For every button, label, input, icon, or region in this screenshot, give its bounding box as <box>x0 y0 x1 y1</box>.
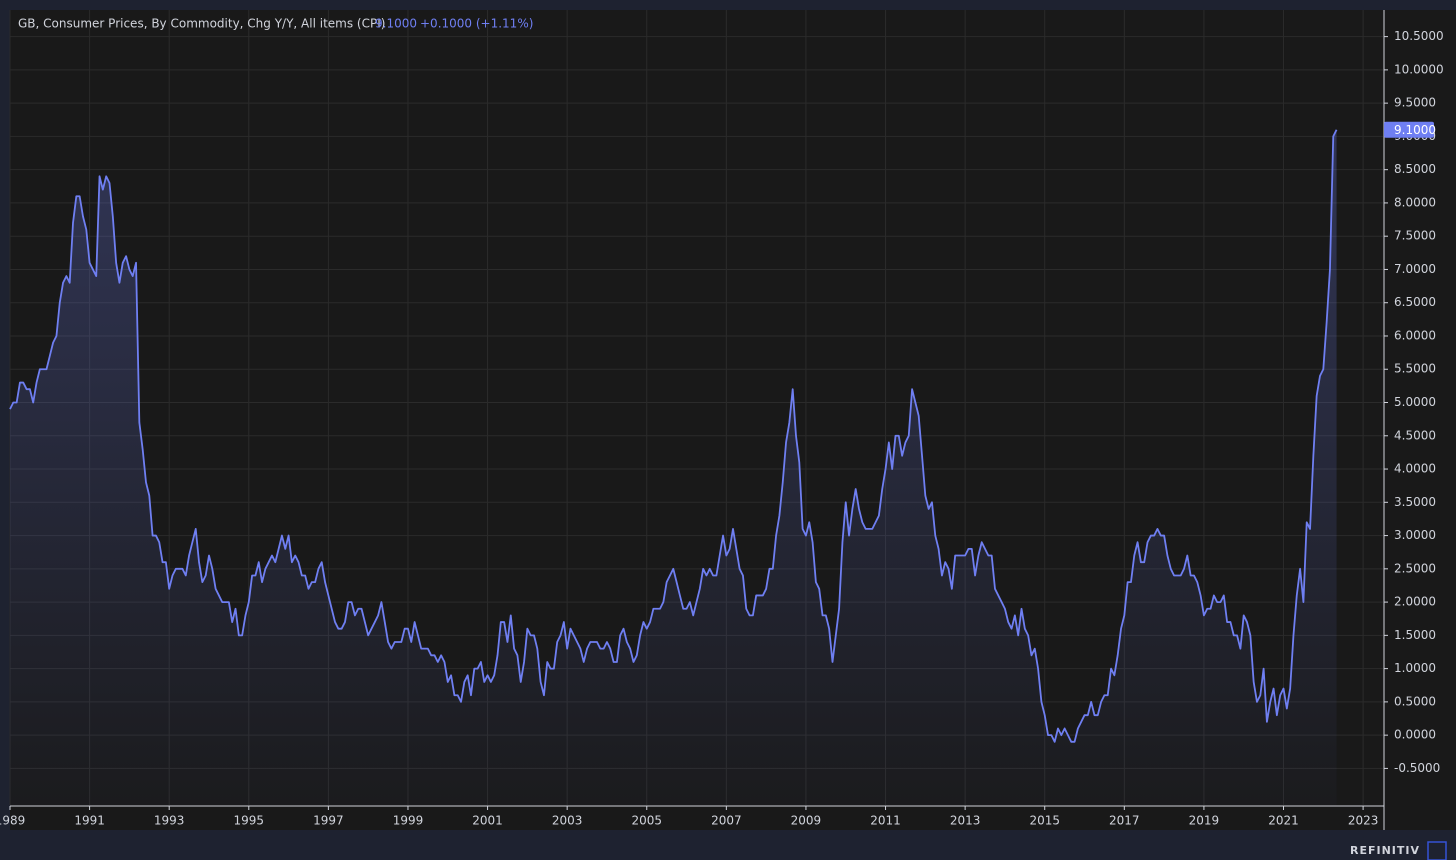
y-tick-label: 0.0000 <box>1394 728 1436 742</box>
chart-title: GB, Consumer Prices, By Commodity, Chg Y… <box>18 17 385 31</box>
y-tick-label: 0.5000 <box>1394 694 1436 708</box>
y-tick-label: 1.5000 <box>1394 628 1436 642</box>
y-tick-label: 9.5000 <box>1394 96 1436 110</box>
brand-logo <box>1427 841 1447 860</box>
change: +0.1000 (+1.11%) <box>420 17 533 31</box>
x-tick-label: 2001 <box>472 814 503 828</box>
x-tick-label: 2007 <box>711 814 742 828</box>
y-tick-label: 10.0000 <box>1394 62 1444 76</box>
y-tick-label: 4.0000 <box>1394 462 1436 476</box>
y-tick-label: 1.0000 <box>1394 661 1436 675</box>
price-tag <box>1384 121 1434 138</box>
x-tick-label: 2009 <box>791 814 822 828</box>
x-tick-label: 2021 <box>1268 814 1299 828</box>
y-tick-label: 7.5000 <box>1394 229 1436 243</box>
y-tick-label: 2.0000 <box>1394 595 1436 609</box>
x-tick-label: 2013 <box>950 814 981 828</box>
x-tick-label: 2011 <box>870 814 901 828</box>
x-tick-label: 1989 <box>0 814 25 828</box>
y-tick-label: 5.0000 <box>1394 395 1436 409</box>
y-tick-label: 4.5000 <box>1394 428 1436 442</box>
x-tick-label: 1993 <box>154 814 185 828</box>
y-tick-label: 6.0000 <box>1394 328 1436 342</box>
y-tick-label: 8.0000 <box>1394 195 1436 209</box>
y-tick-label: 3.0000 <box>1394 528 1436 542</box>
x-tick-label: 2017 <box>1109 814 1140 828</box>
brand: REFINITIV <box>1350 844 1420 857</box>
x-tick-label: 1999 <box>393 814 424 828</box>
x-tick-label: 1995 <box>234 814 265 828</box>
x-tick-label: 2003 <box>552 814 583 828</box>
x-tick-label: 2019 <box>1189 814 1220 828</box>
y-tick-label: -0.5000 <box>1394 761 1440 775</box>
price-tag-label: 9.1000 <box>1394 123 1436 137</box>
area-fill <box>10 129 1337 805</box>
y-tick-label: 5.5000 <box>1394 362 1436 376</box>
last-value: 9.1000 <box>375 17 417 31</box>
y-tick-label: 6.5000 <box>1394 295 1436 309</box>
x-tick-label: 2023 <box>1348 814 1379 828</box>
x-tick-label: 1991 <box>74 814 105 828</box>
y-tick-label: 10.5000 <box>1394 29 1444 43</box>
x-tick-label: 2005 <box>631 814 662 828</box>
y-tick-label: 8.5000 <box>1394 162 1436 176</box>
y-tick-label: 7.0000 <box>1394 262 1436 276</box>
x-tick-label: 1997 <box>313 814 344 828</box>
y-tick-label: 2.5000 <box>1394 561 1436 575</box>
cpi-line <box>9 129 1338 743</box>
y-tick-label: 3.5000 <box>1394 495 1436 509</box>
x-tick-label: 2015 <box>1029 814 1060 828</box>
